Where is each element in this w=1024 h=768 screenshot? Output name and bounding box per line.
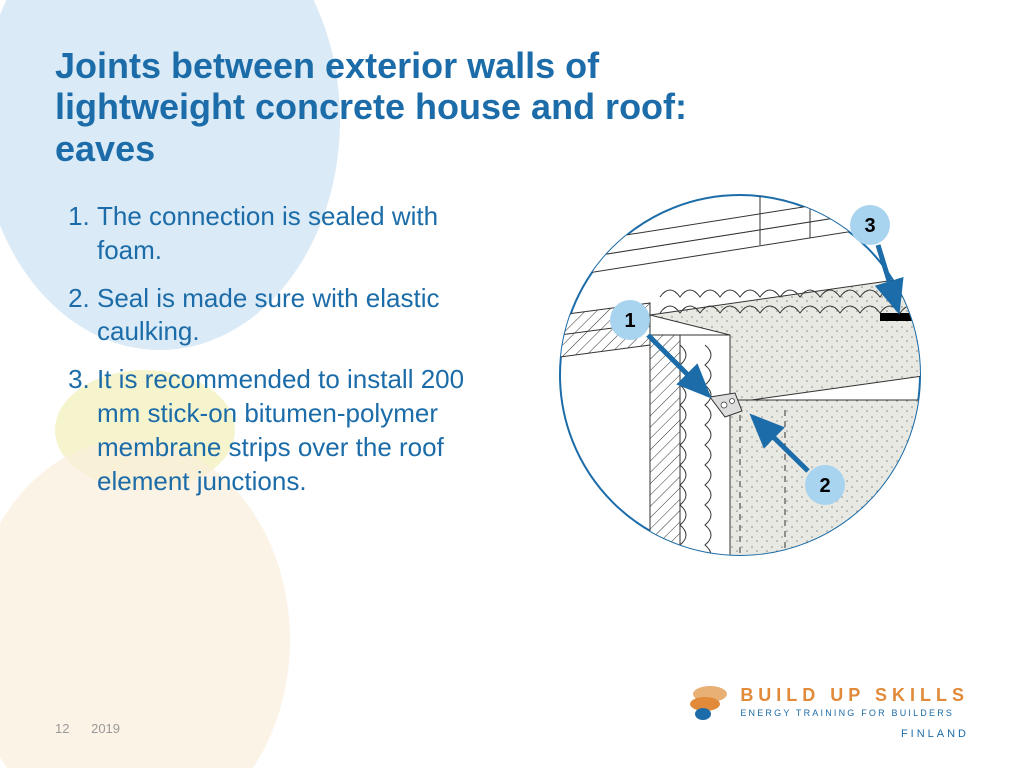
svg-text:3: 3 (864, 215, 875, 237)
slide-title: Joints between exterior walls of lightwe… (55, 45, 755, 169)
slide: Joints between exterior walls of lightwe… (0, 0, 1024, 768)
content-list: The connection is sealed with foam. Seal … (55, 200, 465, 512)
list-item: The connection is sealed with foam. (97, 200, 465, 268)
footer-year: 2019 (91, 721, 120, 736)
logo-sub-text: ENERGY TRAINING FOR BUILDERS (740, 708, 969, 718)
logo: BUILD UP SKILLS ENERGY TRAINING FOR BUIL… (688, 680, 969, 740)
svg-text:2: 2 (819, 475, 830, 497)
logo-country: FINLAND (688, 728, 969, 740)
page-number: 12 (55, 721, 69, 736)
logo-icon (688, 680, 730, 722)
footer: 12 2019 (55, 721, 120, 736)
eaves-diagram: 1 2 3 (530, 185, 950, 565)
logo-main-text: BUILD UP SKILLS (740, 685, 969, 706)
svg-text:1: 1 (624, 310, 635, 332)
list-item: It is recommended to install 200 mm stic… (97, 363, 465, 498)
list-item: Seal is made sure with elastic caulking. (97, 282, 465, 350)
